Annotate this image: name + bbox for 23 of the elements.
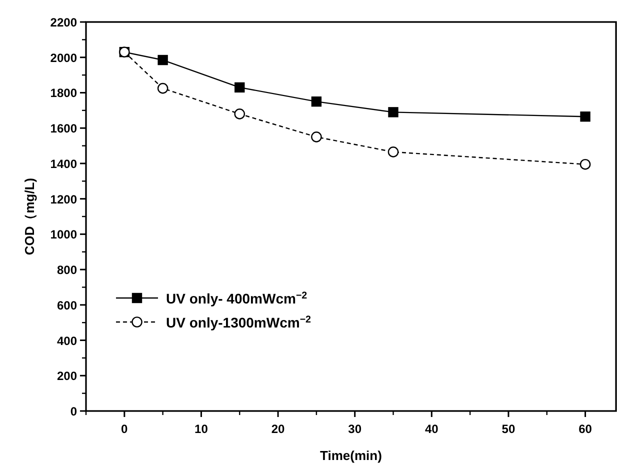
y-tick-label: 1400 — [50, 156, 78, 171]
y-tick-label: 200 — [56, 369, 78, 384]
y-tick-label: 0 — [70, 404, 78, 418]
y-tick-label: 400 — [56, 334, 78, 348]
x-tick-label: 40 — [424, 422, 439, 436]
legend-label: UV only-1300mWcm$^{−2}$ — [166, 314, 312, 330]
y-tick-label: 800 — [56, 263, 78, 278]
x-tick-label: 10 — [194, 422, 208, 436]
y-tick-label: 1200 — [50, 192, 78, 206]
x-tick-label: 60 — [578, 422, 592, 436]
legend-label: UV only- 400mWcm$^{−2}$ — [166, 290, 308, 306]
y-axis-title: COD（mg/L) — [22, 178, 37, 256]
y-tick-label: 1000 — [50, 228, 78, 242]
x-tick-label: 0 — [121, 422, 128, 436]
y-tick-label: 600 — [56, 298, 78, 312]
y-tick-label: 1800 — [50, 86, 78, 100]
x-tick-label: 50 — [502, 422, 516, 436]
x-tick-label: 20 — [271, 422, 286, 436]
x-tick-label: 30 — [348, 422, 362, 436]
x-axis-title: Time(min) — [320, 448, 382, 463]
y-tick-label: 1600 — [50, 122, 78, 136]
y-tick-label: 2000 — [50, 50, 78, 65]
y-tick-label: 2200 — [50, 16, 78, 30]
